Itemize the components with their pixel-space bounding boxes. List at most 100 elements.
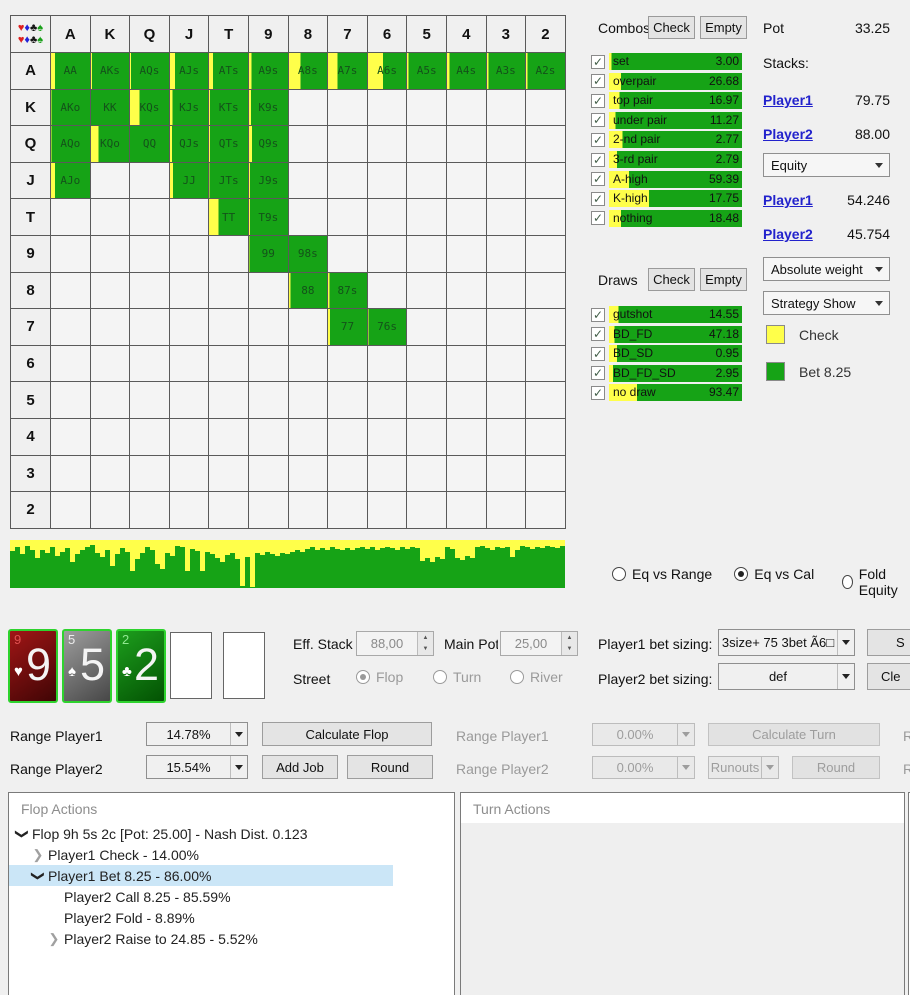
grid-cell[interactable] xyxy=(446,126,487,163)
board-card-empty[interactable] xyxy=(223,632,265,699)
grid-cell-AQo[interactable]: AQo xyxy=(51,126,91,163)
grid-cell-K9s[interactable]: K9s xyxy=(248,89,289,127)
grid-cell[interactable] xyxy=(248,418,289,456)
grid-cell[interactable] xyxy=(288,345,329,383)
grid-cell[interactable] xyxy=(288,382,329,419)
grid-cell[interactable] xyxy=(328,235,368,273)
grid-cell[interactable] xyxy=(486,126,527,163)
grid-cell-KJs[interactable]: KJs xyxy=(169,89,210,127)
grid-cell[interactable] xyxy=(130,418,170,456)
grid-cell[interactable] xyxy=(288,199,329,236)
grid-cell[interactable] xyxy=(407,492,447,529)
grid-cell-A7s[interactable]: A7s xyxy=(328,53,368,90)
combos-empty-button[interactable]: Empty xyxy=(700,16,747,39)
checkbox-k-high[interactable]: ✓ xyxy=(591,191,605,206)
grid-cell[interactable] xyxy=(248,272,289,310)
round-flop-button[interactable]: Round xyxy=(347,755,433,779)
grid-cell[interactable] xyxy=(446,455,487,493)
grid-cell-A4s[interactable]: A4s xyxy=(446,53,487,90)
grid-cell[interactable] xyxy=(367,126,408,163)
grid-cell[interactable] xyxy=(51,382,91,419)
grid-cell-TT[interactable]: TT xyxy=(209,199,249,236)
grid-cell[interactable] xyxy=(328,455,368,493)
grid-cell[interactable] xyxy=(446,89,487,127)
grid-cell[interactable] xyxy=(130,455,170,493)
checkbox-bd-sd[interactable]: ✓ xyxy=(591,346,605,361)
main-pot-spinner[interactable]: 25,00 ▲ ▼ xyxy=(500,631,578,656)
grid-cell[interactable] xyxy=(367,382,408,419)
grid-cell[interactable] xyxy=(526,418,566,456)
grid-cell[interactable] xyxy=(367,199,408,236)
grid-cell[interactable] xyxy=(526,382,566,419)
grid-cell[interactable] xyxy=(407,382,447,419)
grid-cell-AA[interactable]: AA xyxy=(51,53,91,90)
grid-cell-A5s[interactable]: A5s xyxy=(407,53,447,90)
grid-cell[interactable] xyxy=(407,418,447,456)
grid-cell[interactable] xyxy=(486,382,527,419)
grid-cell[interactable] xyxy=(526,235,566,273)
combos-check-button[interactable]: Check xyxy=(648,16,695,39)
player2-equity-link[interactable]: Player2 xyxy=(763,226,813,242)
grid-cell-87s[interactable]: 87s xyxy=(328,272,368,310)
grid-cell[interactable] xyxy=(446,345,487,383)
board-card-empty[interactable] xyxy=(170,632,212,699)
grid-cell[interactable] xyxy=(486,89,527,127)
grid-cell[interactable] xyxy=(526,309,566,346)
tree-item[interactable]: ❯ Player1 Check - 14.00% xyxy=(32,846,199,863)
grid-cell[interactable] xyxy=(367,272,408,310)
checkbox-gutshot[interactable]: ✓ xyxy=(591,307,605,322)
checkbox-set[interactable]: ✓ xyxy=(591,54,605,69)
grid-cell-76s[interactable]: 76s xyxy=(367,309,408,346)
grid-cell[interactable] xyxy=(209,455,249,493)
grid-cell[interactable] xyxy=(486,309,527,346)
grid-cell[interactable] xyxy=(90,199,131,236)
grid-cell[interactable] xyxy=(51,418,91,456)
grid-cell[interactable] xyxy=(169,272,210,310)
grid-cell[interactable] xyxy=(51,272,91,310)
checkbox-no-draw[interactable]: ✓ xyxy=(591,385,605,400)
grid-cell[interactable] xyxy=(130,345,170,383)
checkbox-nothing[interactable]: ✓ xyxy=(591,211,605,226)
grid-cell[interactable] xyxy=(526,492,566,529)
spinner-down-icon[interactable]: ▼ xyxy=(418,643,433,655)
grid-cell[interactable] xyxy=(526,89,566,127)
player1-stack-link[interactable]: Player1 xyxy=(763,92,813,108)
grid-cell[interactable] xyxy=(526,199,566,236)
chevron-down-icon[interactable]: ❯ xyxy=(31,870,46,881)
grid-cell-77[interactable]: 77 xyxy=(328,309,368,346)
strategy-dropdown[interactable]: Strategy Show xyxy=(763,291,890,315)
grid-cell[interactable] xyxy=(209,492,249,529)
grid-cell[interactable] xyxy=(90,418,131,456)
draws-check-button[interactable]: Check xyxy=(648,268,695,291)
grid-cell[interactable] xyxy=(209,418,249,456)
grid-cell-QJs[interactable]: QJs xyxy=(169,126,210,163)
grid-cell[interactable] xyxy=(209,309,249,346)
grid-cell[interactable] xyxy=(526,272,566,310)
grid-cell[interactable] xyxy=(130,272,170,310)
grid-cell-T9s[interactable]: T9s xyxy=(248,199,289,236)
grid-cell[interactable] xyxy=(51,235,91,273)
grid-cell-KQo[interactable]: KQo xyxy=(90,126,131,163)
checkbox-3-rd-pair[interactable]: ✓ xyxy=(591,152,605,167)
grid-cell[interactable] xyxy=(130,235,170,273)
grid-cell[interactable] xyxy=(446,199,487,236)
grid-cell[interactable] xyxy=(209,272,249,310)
checkbox-top-pair[interactable]: ✓ xyxy=(591,93,605,108)
grid-cell[interactable] xyxy=(446,382,487,419)
grid-cell[interactable] xyxy=(90,345,131,383)
radio-eq-vs-cal[interactable]: Eq vs Cal xyxy=(734,566,814,582)
grid-cell[interactable] xyxy=(407,272,447,310)
sizing-button-clipped[interactable]: S xyxy=(867,629,910,656)
grid-cell[interactable] xyxy=(130,199,170,236)
checkbox-bd-fd[interactable]: ✓ xyxy=(591,327,605,342)
eff-stack-spinner[interactable]: 88,00 ▲ ▼ xyxy=(356,631,434,656)
hand-grid[interactable]: ♥♦♣♠ ♥♦♣♠ A K Q J T 9 8 7 6 5 4 3 2 A AA AKs AQs AJs ATs A9s A… xyxy=(10,15,566,529)
grid-cell[interactable] xyxy=(526,126,566,163)
grid-cell[interactable] xyxy=(51,455,91,493)
tree-item[interactable]: ❯ Player2 Raise to 24.85 - 5.52% xyxy=(48,930,258,947)
add-job-button[interactable]: Add Job xyxy=(262,755,338,779)
grid-cell[interactable] xyxy=(407,235,447,273)
grid-cell[interactable] xyxy=(486,272,527,310)
grid-cell-ATs[interactable]: ATs xyxy=(209,53,249,90)
grid-cell[interactable] xyxy=(90,162,131,200)
